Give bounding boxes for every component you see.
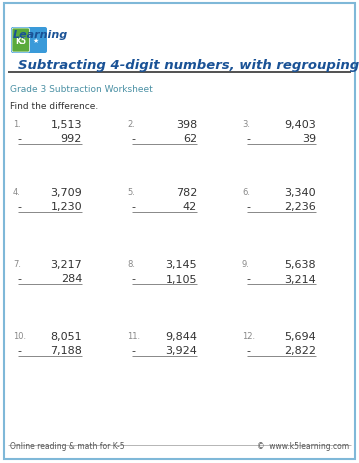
Text: -: - [246, 202, 250, 212]
Text: 3,709: 3,709 [50, 188, 82, 198]
Text: 10.: 10. [13, 332, 26, 340]
Text: 782: 782 [176, 188, 197, 198]
Text: 12.: 12. [242, 332, 255, 340]
Text: 3.: 3. [242, 120, 250, 129]
Text: -: - [17, 274, 21, 284]
Text: -: - [17, 202, 21, 212]
Text: Subtracting 4-digit numbers, with regrouping: Subtracting 4-digit numbers, with regrou… [18, 59, 359, 72]
Text: 7,188: 7,188 [50, 346, 82, 356]
Text: 6.: 6. [242, 188, 250, 197]
Text: 8.: 8. [127, 259, 135, 269]
Text: Find the difference.: Find the difference. [10, 102, 98, 111]
Text: 3,214: 3,214 [284, 274, 316, 284]
Text: 3,924: 3,924 [165, 346, 197, 356]
Text: -: - [131, 202, 135, 212]
FancyBboxPatch shape [12, 29, 29, 53]
Text: 9.: 9. [242, 259, 250, 269]
Text: 11.: 11. [127, 332, 140, 340]
Text: K5: K5 [15, 37, 27, 45]
Text: -: - [17, 134, 21, 144]
Text: 1,105: 1,105 [165, 274, 197, 284]
Text: 5,638: 5,638 [284, 259, 316, 269]
Text: -: - [246, 274, 250, 284]
Text: 2,822: 2,822 [284, 346, 316, 356]
Text: Online reading & math for K-5: Online reading & math for K-5 [10, 441, 125, 450]
Text: ★: ★ [32, 38, 39, 44]
Text: 3,217: 3,217 [50, 259, 82, 269]
Text: 4.: 4. [13, 188, 21, 197]
Text: 9,844: 9,844 [165, 332, 197, 341]
FancyBboxPatch shape [11, 28, 47, 54]
Text: 284: 284 [61, 274, 82, 284]
Text: 1.: 1. [13, 120, 21, 129]
Text: -: - [17, 346, 21, 356]
Text: 398: 398 [176, 120, 197, 130]
Text: 9,403: 9,403 [284, 120, 316, 130]
Text: -: - [246, 134, 250, 144]
Text: 992: 992 [61, 134, 82, 144]
Text: 5.: 5. [127, 188, 135, 197]
Text: 7.: 7. [13, 259, 21, 269]
Text: 1,230: 1,230 [50, 202, 82, 212]
Text: Learning: Learning [13, 30, 68, 40]
Text: 1,513: 1,513 [51, 120, 82, 130]
Text: 5,694: 5,694 [284, 332, 316, 341]
Text: 3,340: 3,340 [284, 188, 316, 198]
Text: 8,051: 8,051 [50, 332, 82, 341]
Text: 62: 62 [183, 134, 197, 144]
Text: 3,145: 3,145 [165, 259, 197, 269]
Text: 39: 39 [302, 134, 316, 144]
Text: Grade 3 Subtraction Worksheet: Grade 3 Subtraction Worksheet [10, 85, 153, 94]
Text: -: - [131, 134, 135, 144]
Text: -: - [131, 274, 135, 284]
Text: -: - [246, 346, 250, 356]
Text: 2,236: 2,236 [284, 202, 316, 212]
Text: 42: 42 [183, 202, 197, 212]
Text: ©  www.k5learning.com: © www.k5learning.com [257, 441, 349, 450]
Text: -: - [131, 346, 135, 356]
Text: 2.: 2. [127, 120, 135, 129]
